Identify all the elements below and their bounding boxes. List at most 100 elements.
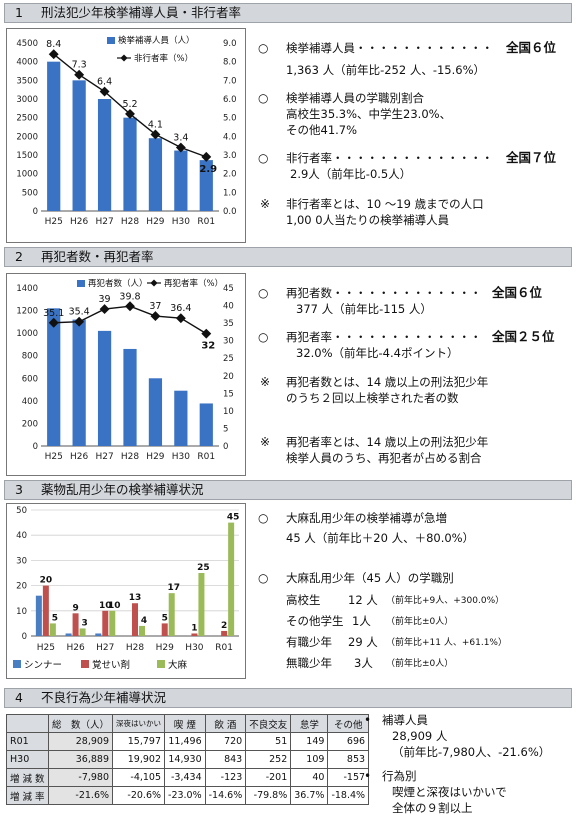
line-point [150, 311, 161, 322]
y-tick-right: 5 [223, 424, 228, 434]
table-header: 喫 煙 [164, 714, 206, 733]
x-tick: R01 [197, 217, 215, 227]
legend-label: 非行者率（%） [134, 53, 193, 64]
y-tick: 50 [16, 506, 27, 516]
section-number: 1 [15, 5, 23, 20]
bar-1 [221, 630, 228, 636]
line-point [125, 301, 135, 312]
y-tick-right: 30 [223, 337, 234, 347]
y-tick-left: 4500 [16, 39, 38, 49]
section-4-header: 4 不良行為少年補導状況 [4, 688, 572, 708]
legend-swatch [13, 660, 21, 668]
chart-2: 0 200 400 600 800 1000 1200 1400 0 5 10 15 20 25 30 35 4… [16, 278, 234, 462]
line-point [125, 108, 135, 119]
table-header-row: 総 数（人） 深夜はいかい 喫 煙 飲 酒 不良交友 怠学 その他 [6, 714, 370, 733]
y-tick-left: 1400 [16, 284, 38, 294]
y-tick-left: 0 [33, 442, 38, 452]
row-label: 無職少年 [286, 656, 332, 670]
y-tick: 0 [22, 632, 27, 642]
y-tick-right: 4.0 [223, 132, 237, 142]
bullet-circle: ○ [258, 91, 269, 105]
table-cell: 15,797 [112, 732, 166, 751]
guidance-count-label: 補導人員 [382, 713, 428, 727]
x-tick: H25 [37, 643, 55, 653]
data-label: 4 [141, 616, 147, 626]
bar-1 [42, 585, 49, 636]
y-tick-left: 2500 [16, 114, 38, 124]
bar-1 [161, 623, 168, 636]
note-mark: ※ [260, 197, 271, 211]
note1-line2: のうち２回以上検挙された者の数 [286, 391, 459, 405]
data-label: 7.3 [72, 60, 87, 71]
row-note: （前年比+9人、+300.0%） [386, 596, 505, 606]
y-tick-left: 600 [22, 374, 38, 384]
y-tick-right: 1.0 [223, 188, 237, 198]
arrest-breakdown-line1: 高校生35.3%、中学生23.0%、 [286, 107, 452, 121]
note1-line1: 再犯者数とは、14 歳以上の刑法犯少年 [286, 375, 489, 389]
y-tick-right: 15 [223, 389, 234, 399]
y-tick-left: 1000 [16, 329, 38, 339]
delinquency-rate-detail: 2.9人（前年比-0.5人） [290, 167, 412, 181]
data-label: 5 [162, 613, 168, 623]
legend-swatch-marker [120, 54, 128, 62]
section-number: 3 [15, 482, 23, 497]
delinquency-rate-label: 非行者率・・・・・・・・・・・・・・ [286, 151, 493, 165]
legend-swatch [157, 660, 165, 668]
data-label: 35.1 [43, 308, 64, 319]
line-point [99, 304, 110, 315]
table-header [6, 714, 49, 733]
data-label: 3 [81, 618, 87, 628]
table-cell: -14.6% [204, 786, 247, 805]
x-tick: H29 [146, 452, 164, 462]
x-tick: H26 [66, 643, 84, 653]
y-tick-right: 25 [223, 354, 234, 364]
row-count: 29 人 [348, 635, 378, 649]
data-label: 5.2 [122, 99, 137, 110]
row-header: H30 [6, 750, 49, 769]
x-tick: H27 [95, 452, 113, 462]
row-header: R01 [6, 732, 49, 751]
table-cell: 36,889 [47, 750, 114, 769]
data-label: 6.4 [97, 77, 112, 88]
table-cell: 40 [290, 768, 329, 787]
x-tick: H26 [70, 452, 88, 462]
bar-2 [49, 623, 56, 636]
table-cell: 36.7% [290, 786, 329, 805]
row-count: 1人 [352, 614, 371, 628]
guidance-count-line1: 28,909 人 [392, 729, 448, 743]
table-cell: -123 [204, 768, 247, 787]
data-label: 39 [99, 294, 111, 305]
table-cell: -157 [327, 768, 370, 787]
table-cell: -20.6% [112, 786, 166, 805]
y-tick-left: 400 [22, 397, 38, 407]
bullet-dot: • [364, 769, 372, 783]
chart-1: 0 500 1000 1500 2000 2500 3000 3500 4000 4500 0.0 1… [16, 35, 237, 227]
arrest-count-detail: 1,363 人（前年比-252 人、-15.6%） [286, 63, 486, 77]
repeat-rate-detail: 32.0%（前年比-4.4ポイント） [296, 346, 459, 360]
behavior-label: 行為別 [382, 769, 417, 783]
data-label: 9 [72, 603, 78, 613]
table-row: 増 減 数 -7,980 -4,105 -3,434 -123 -201 40 … [6, 768, 370, 787]
x-tick: R01 [215, 643, 233, 653]
line-point [48, 317, 59, 328]
row-label: 有職少年 [286, 635, 332, 649]
y-tick-right: 9.0 [223, 39, 237, 49]
note-mark: ※ [260, 375, 271, 389]
bullet-circle: ○ [258, 511, 269, 525]
row-count: 12 人 [348, 593, 378, 607]
bar-2 [228, 522, 235, 636]
bar-0 [65, 633, 72, 636]
table-header: 総 数（人） [47, 714, 114, 733]
table-cell: -18.4% [327, 786, 370, 805]
repeat-rate-label: 再犯者率・・・・・・・・・・・・・ [286, 330, 482, 344]
juvenile-guidance-table: 総 数（人） 深夜はいかい 喫 煙 飲 酒 不良交友 怠学 その他 R01 28… [6, 714, 370, 805]
y-tick-left: 4000 [16, 58, 38, 68]
table-cell: 149 [290, 732, 329, 751]
bar [97, 330, 112, 446]
table-cell: -201 [245, 768, 292, 787]
chart-1-panel: 0 500 1000 1500 2000 2500 3000 3500 4000 4500 0.0 1… [6, 28, 246, 243]
bar [47, 61, 61, 211]
table-header: 怠学 [290, 714, 329, 733]
bar-0 [35, 595, 42, 636]
row-count: 3人 [354, 656, 373, 670]
